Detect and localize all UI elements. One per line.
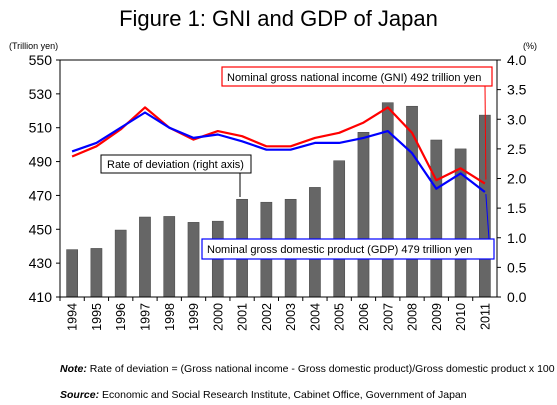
x-tick-label-1996: 1996 bbox=[114, 303, 128, 331]
left-tick-label-430: 430 bbox=[29, 255, 53, 271]
deviation-bar-1996 bbox=[114, 229, 127, 298]
x-tick-label-1994: 1994 bbox=[66, 303, 80, 331]
gdp-line bbox=[71, 111, 486, 193]
chart-title: Figure 1: GNI and GDP of Japan bbox=[119, 6, 438, 31]
chart-axes bbox=[56, 59, 501, 301]
gni-line bbox=[71, 106, 486, 185]
deviation-bar-1999 bbox=[187, 222, 200, 298]
right-tick-label-2.0: 2.0 bbox=[507, 171, 527, 187]
deviation-bar-1995 bbox=[90, 248, 103, 298]
note-body: Rate of deviation = (Gross national inco… bbox=[86, 363, 555, 375]
x-tick-label-2006: 2006 bbox=[357, 303, 371, 331]
source-text: Source: Economic and Social Research Ins… bbox=[60, 389, 467, 402]
x-tick-label-1999: 1999 bbox=[187, 303, 201, 331]
gni-callout-box bbox=[221, 66, 493, 87]
right-tick-label-3.0: 3.0 bbox=[507, 111, 527, 127]
note-text: Note: Rate of deviation = (Gross nationa… bbox=[60, 363, 555, 376]
x-tick-label-1998: 1998 bbox=[163, 303, 177, 331]
gdp-callout-pointer bbox=[485, 194, 490, 240]
deviation-bar-1998 bbox=[163, 216, 176, 298]
x-tick-label-2005: 2005 bbox=[333, 303, 347, 331]
deviation-bar-2011 bbox=[479, 114, 491, 298]
x-tick-label-2008: 2008 bbox=[406, 303, 420, 331]
right-tick-label-0.5: 0.5 bbox=[507, 259, 527, 275]
gni-callout-pointer bbox=[484, 85, 487, 180]
deviation-callout-label: Rate of deviation (right axis) bbox=[107, 159, 244, 171]
right-tick-label-3.5: 3.5 bbox=[507, 82, 527, 98]
note-label: Note: bbox=[60, 363, 87, 375]
left-tick-label-410: 410 bbox=[29, 289, 53, 305]
deviation-callout-box bbox=[100, 154, 252, 174]
gdp-callout-label: Nominal gross domestic product (GDP) 479… bbox=[207, 244, 472, 256]
series-lines bbox=[71, 106, 486, 193]
tick-labels: 410 430 450 470 490 510 530 550 0.0 0.5 1.0 1.5 2.0 2… bbox=[9, 41, 537, 331]
x-tick-label-2003: 2003 bbox=[284, 303, 298, 331]
gni-callout-label: Nominal gross national income (GNI) 492 … bbox=[227, 72, 481, 84]
gdp-callout-box bbox=[201, 238, 495, 260]
x-tick-label-2007: 2007 bbox=[381, 303, 395, 331]
right-tick-label-4.0: 4.0 bbox=[507, 52, 527, 68]
right-tick-label-0.0: 0.0 bbox=[507, 289, 527, 305]
right-tick-label-1.0: 1.0 bbox=[507, 230, 527, 246]
x-tick-label-2001: 2001 bbox=[236, 303, 250, 331]
x-tick-label-2009: 2009 bbox=[430, 303, 444, 331]
x-tick-label-2002: 2002 bbox=[260, 303, 274, 331]
left-tick-label-490: 490 bbox=[29, 154, 53, 170]
chart-callouts: Nominal gross national income (GNI) 492 … bbox=[100, 66, 495, 260]
x-tick-label-2000: 2000 bbox=[211, 303, 225, 331]
left-tick-label-470: 470 bbox=[29, 187, 53, 203]
deviation-bar-2006 bbox=[357, 132, 370, 298]
right-tick-label-1.5: 1.5 bbox=[507, 200, 527, 216]
left-axis-unit: (Trillion yen) bbox=[9, 41, 58, 51]
right-axis-unit: (%) bbox=[523, 41, 537, 51]
x-tick-label-2011: 2011 bbox=[478, 303, 492, 330]
deviation-bar-1997 bbox=[139, 216, 151, 298]
right-tick-label-2.5: 2.5 bbox=[507, 141, 527, 157]
x-tick-label-1995: 1995 bbox=[90, 303, 104, 331]
deviation-bar-2009 bbox=[430, 139, 443, 298]
left-tick-label-550: 550 bbox=[29, 52, 53, 68]
x-tick-label-2004: 2004 bbox=[308, 303, 322, 331]
deviation-bar-2005 bbox=[333, 160, 346, 298]
x-tick-label-1997: 1997 bbox=[139, 303, 153, 331]
x-tick-label-2010: 2010 bbox=[454, 303, 468, 331]
deviation-bars bbox=[66, 102, 491, 298]
deviation-bar-1994 bbox=[66, 249, 78, 298]
left-tick-label-510: 510 bbox=[29, 120, 53, 136]
source-label: Source: bbox=[60, 389, 100, 401]
source-body: Economic and Social Research Institute, … bbox=[99, 389, 467, 401]
left-tick-label-530: 530 bbox=[29, 86, 53, 102]
left-tick-label-450: 450 bbox=[29, 221, 53, 237]
